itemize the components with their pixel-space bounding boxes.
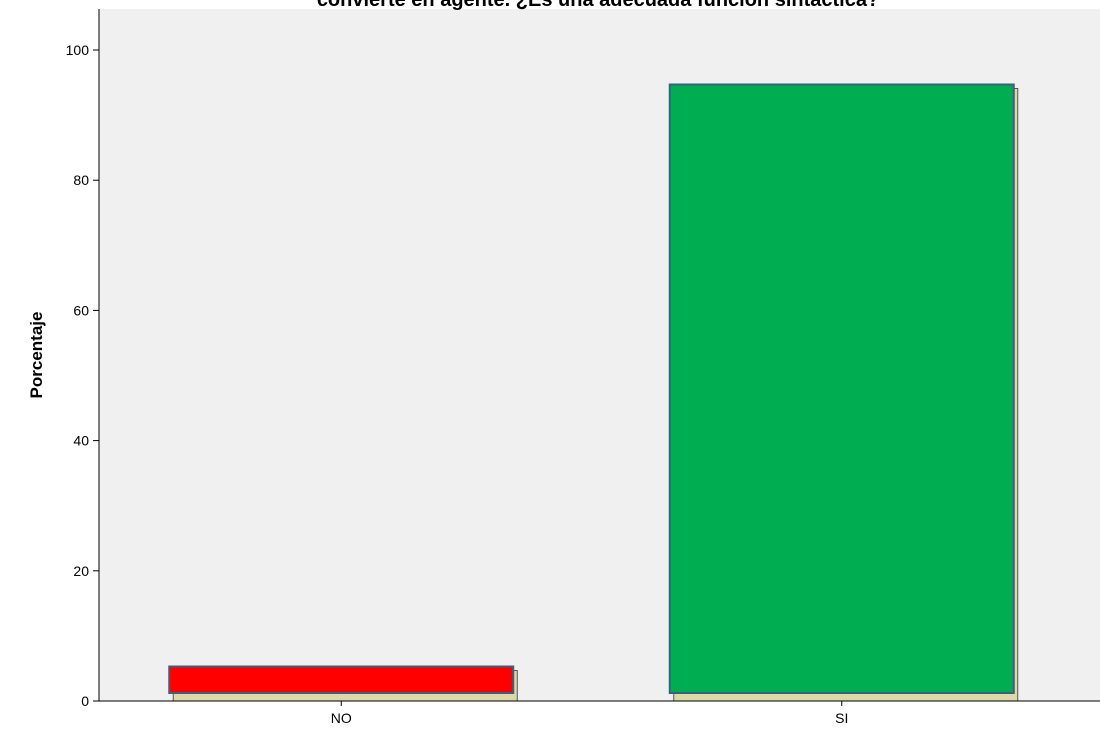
bar-si bbox=[670, 85, 1014, 693]
y-tick-label-0: 0 bbox=[81, 693, 89, 709]
y-axis-label: Porcentaje bbox=[27, 312, 46, 399]
x-tick-label-no: NO bbox=[331, 710, 352, 726]
y-tick-label-60: 60 bbox=[73, 302, 89, 318]
x-tick-label-si: SI bbox=[835, 710, 848, 726]
bar-no bbox=[169, 666, 513, 693]
y-tick-label-20: 20 bbox=[73, 563, 89, 579]
chart-title: convierte en agente. ¿Es una adecuada fu… bbox=[317, 0, 879, 11]
y-tick-label-100: 100 bbox=[66, 42, 90, 58]
y-tick-label-40: 40 bbox=[73, 433, 89, 449]
y-tick-label-80: 80 bbox=[73, 172, 89, 188]
